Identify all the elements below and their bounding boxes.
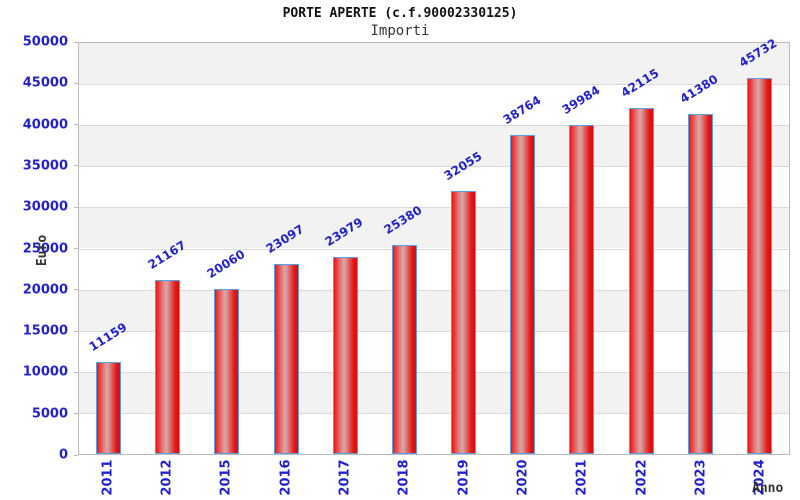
y-tick-label: 30000 [22, 199, 68, 215]
bar-2011 [96, 362, 122, 454]
bar-2023 [687, 113, 713, 454]
gridline [79, 289, 789, 291]
chart-title: PORTE APERTE (c.f.90002330125) [282, 6, 518, 21]
y-tick-label: 40000 [22, 117, 68, 133]
y-axis-title: Euro [35, 234, 51, 266]
gridline [79, 166, 789, 168]
y-tick-label: 50000 [22, 34, 68, 50]
x-tick-label: 2020 [515, 458, 531, 496]
x-tick-label: 2012 [159, 458, 175, 496]
y-tick-label: 35000 [22, 158, 68, 174]
gridline [79, 207, 789, 209]
y-tick-mark [74, 82, 78, 84]
bar-2017 [332, 256, 358, 454]
bar-2019 [451, 190, 477, 454]
y-tick-mark [74, 124, 78, 126]
y-axis: 0 5000 10000 15000 20000 25000 30000 35000 40000… [0, 35, 78, 463]
x-tick-label: 2016 [278, 458, 294, 496]
bar-2015 [214, 289, 240, 454]
plot-band [79, 125, 789, 167]
x-axis: 2011 2012 2015 2016 2017 2018 2019 2020 2021 2022… [78, 455, 790, 500]
bar-2018 [391, 245, 417, 454]
y-tick-mark [74, 41, 78, 43]
bar-2021 [569, 125, 595, 454]
x-tick-label: 2021 [574, 458, 590, 496]
x-tick-label: 2017 [337, 458, 353, 496]
y-tick-label: 5000 [31, 406, 68, 422]
y-tick-mark [74, 371, 78, 373]
plot-band [79, 330, 789, 372]
bar-2020 [510, 135, 536, 454]
gridline [79, 412, 789, 414]
x-tick-label: 2011 [100, 458, 116, 496]
plot-band [79, 207, 789, 249]
x-tick-label: 2018 [396, 458, 412, 496]
x-tick-label: 2022 [634, 458, 650, 496]
y-tick-mark [74, 206, 78, 208]
gridline [79, 125, 789, 127]
plot-band [79, 371, 789, 413]
y-tick-mark [74, 330, 78, 332]
x-axis-title: Anno [752, 481, 784, 496]
gridline [79, 330, 789, 332]
plot-band [79, 289, 789, 331]
y-tick-label: 25000 [22, 241, 68, 256]
y-tick-label: 10000 [22, 364, 68, 380]
plot-band [79, 248, 789, 290]
y-tick-label: 45000 [22, 75, 68, 91]
y-tick-mark [74, 289, 78, 291]
gridline [79, 248, 789, 250]
plot-band [79, 412, 789, 454]
bar-2024 [746, 78, 772, 454]
y-tick-mark [74, 413, 78, 415]
y-tick-label: 0 [58, 447, 68, 463]
x-tick-label: 2023 [693, 458, 709, 496]
x-tick-label: 2019 [456, 458, 472, 496]
y-tick-label: 15000 [22, 323, 68, 339]
bar-2016 [273, 264, 299, 454]
plot-area: 11159 21167 20060 23097 23979 25380 32055 38764… [78, 36, 790, 455]
y-tick-mark [74, 454, 78, 456]
x-tick-label: 2015 [218, 458, 234, 496]
y-tick-label: 20000 [22, 282, 68, 298]
gridline [79, 84, 789, 86]
bar-2012 [155, 280, 181, 454]
chart-subtitle: Importi [370, 23, 430, 39]
plot-band [79, 166, 789, 208]
y-tick-mark [74, 165, 78, 167]
plot-band [79, 84, 789, 126]
bar-2022 [628, 107, 654, 454]
plot-band [79, 43, 789, 85]
y-tick-mark [74, 248, 78, 249]
gridline [79, 371, 789, 373]
